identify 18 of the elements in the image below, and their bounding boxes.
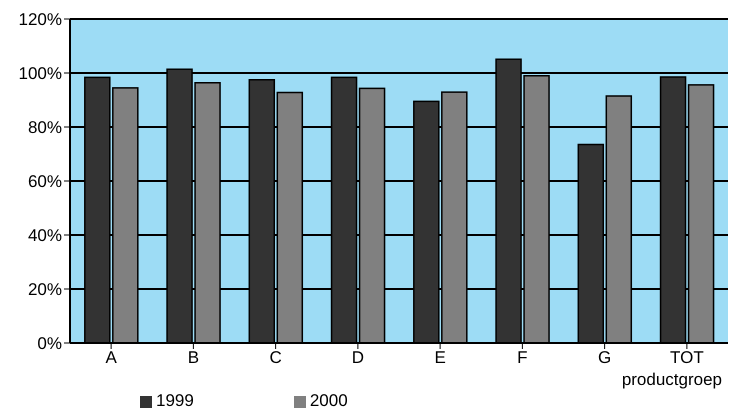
x-tick-label: F: [517, 348, 528, 368]
y-tick-label: 0%: [37, 334, 62, 354]
legend-label: 2000: [310, 391, 348, 410]
y-tick-label: 20%: [28, 280, 62, 300]
x-tick-label: B: [188, 348, 200, 368]
x-tick-label: A: [105, 348, 118, 368]
x-axis-title: productgroep: [622, 370, 722, 389]
x-tick-label: C: [269, 348, 282, 368]
y-tick-label: 80%: [28, 118, 62, 138]
y-tick-label: 60%: [28, 172, 62, 192]
y-tick-label: 100%: [18, 64, 62, 84]
y-tick-label: 40%: [28, 226, 62, 246]
x-tick-label: TOT: [670, 348, 704, 368]
legend-label: 1999: [156, 391, 194, 410]
y-tick-label: 120%: [18, 10, 62, 30]
x-tick-label: D: [352, 348, 364, 368]
x-tick-label: G: [598, 348, 612, 368]
x-tick-label: E: [434, 348, 446, 368]
